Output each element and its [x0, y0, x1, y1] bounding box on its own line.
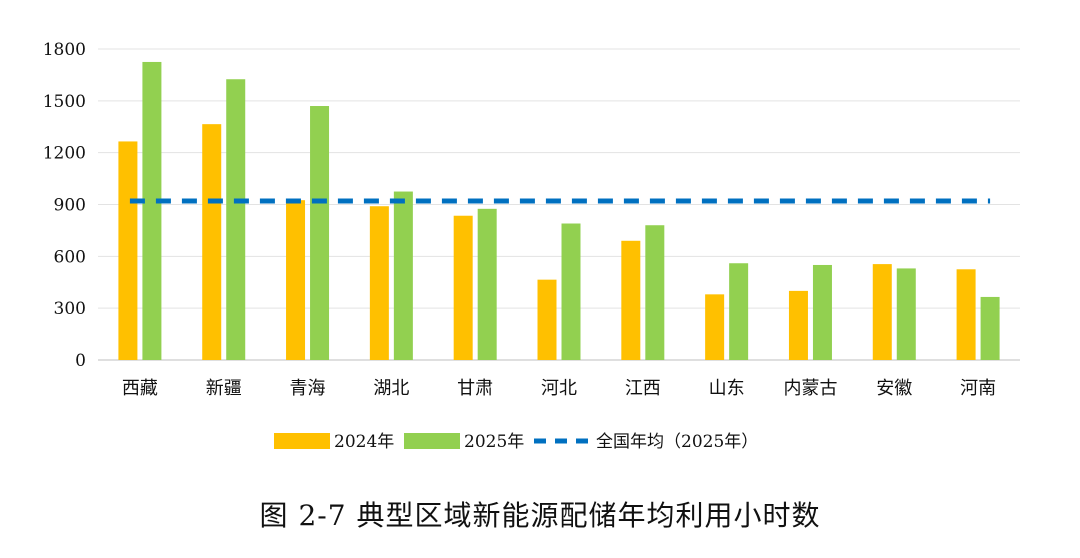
bar-2024年-湖北: [369, 206, 389, 360]
legend: 2024年 2025年 全国年均（2025年）: [274, 432, 758, 452]
legend-label-2025: 2025年: [464, 432, 524, 452]
bars: [118, 61, 1000, 361]
y-tick-label: 0: [75, 351, 86, 371]
figure-caption: 图 2-7 典型区域新能源配储年均利用小时数: [259, 499, 821, 532]
bar-2024年-西藏: [118, 141, 138, 360]
y-tick-label: 600: [54, 247, 86, 267]
x-category-label: 山东: [709, 378, 745, 399]
bar-2025年-河南: [980, 296, 1000, 360]
y-tick-label: 1800: [43, 40, 86, 60]
bar-2024年-河北: [537, 279, 557, 360]
legend-label-2024: 2024年: [334, 432, 394, 452]
y-axis-tick-labels: 0 300 600 900 1200 1500 1800: [43, 40, 86, 371]
x-axis-category-labels: 西藏 新疆 青海 湖北 甘肃 河北 江西 山东 内蒙古 安徽 河南: [122, 378, 996, 399]
x-category-label: 青海: [290, 378, 326, 399]
x-category-label: 湖北: [373, 378, 409, 399]
y-tick-label: 900: [54, 196, 86, 216]
bar-2024年-甘肃: [453, 215, 473, 360]
bar-2025年-江西: [645, 225, 665, 360]
bar-2025年-甘肃: [477, 208, 497, 360]
bar-2024年-新疆: [202, 124, 222, 361]
x-category-label: 河南: [960, 378, 996, 399]
bar-2024年-河南: [956, 269, 976, 360]
bar-2025年-新疆: [226, 79, 246, 360]
legend-swatch-2024: [274, 433, 330, 449]
x-category-label: 内蒙古: [783, 378, 837, 399]
x-category-label: 新疆: [206, 378, 242, 399]
bar-2024年-山东: [705, 294, 725, 360]
bar-2025年-河北: [561, 223, 581, 360]
bar-2025年-湖北: [393, 191, 413, 360]
x-category-label: 西藏: [122, 378, 158, 399]
legend-label-reference: 全国年均（2025年）: [596, 432, 758, 452]
legend-swatch-2025: [404, 433, 460, 449]
bar-2025年-青海: [310, 106, 330, 361]
y-tick-label: 1200: [43, 144, 86, 164]
y-tick-label: 300: [54, 299, 86, 319]
bar-2025年-西藏: [142, 61, 162, 360]
x-category-label: 甘肃: [457, 378, 493, 399]
y-tick-label: 1500: [43, 92, 86, 112]
bar-2025年-山东: [729, 263, 749, 360]
bar-2024年-内蒙古: [788, 290, 808, 360]
x-category-label: 江西: [625, 378, 661, 399]
bar-2024年-青海: [286, 200, 306, 360]
bar-2025年-安徽: [896, 268, 916, 360]
bar-2025年-内蒙古: [812, 264, 832, 360]
bar-2024年-安徽: [872, 264, 892, 360]
gridlines: [98, 48, 1020, 309]
bar-2024年-江西: [621, 240, 641, 360]
x-category-label: 安徽: [876, 378, 912, 399]
x-category-label: 河北: [541, 378, 577, 399]
bar-chart: 0 300 600 900 1200 1500 1800 西藏 新疆 青海 湖北 甘肃 河北 江西 山东 内…: [43, 40, 1020, 452]
